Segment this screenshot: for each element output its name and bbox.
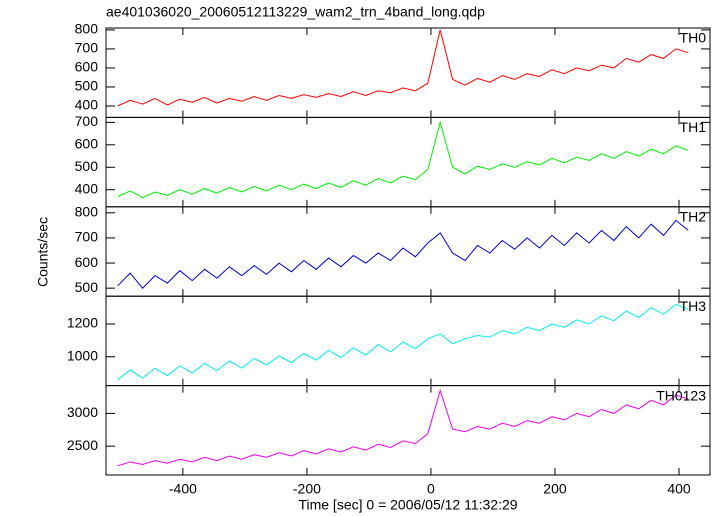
y-tick-label: 400 <box>75 180 99 196</box>
data-line <box>117 29 689 107</box>
y-tick-label: 500 <box>75 279 99 295</box>
data-line <box>117 120 689 199</box>
panel-frame <box>105 385 711 476</box>
x-tick-label: 400 <box>667 481 691 497</box>
y-tick-label: 600 <box>75 136 99 152</box>
y-tick-label: 3000 <box>67 404 98 420</box>
y-tick-label: 500 <box>75 158 99 174</box>
y-tick-label: 600 <box>75 59 99 75</box>
series-label: TH0 <box>680 30 707 46</box>
x-axis-label: Time [sec] 0 = 2006/05/12 11:32:29 <box>298 497 517 513</box>
y-tick-label: 2500 <box>67 437 98 453</box>
y-tick-label: 800 <box>75 21 99 37</box>
y-tick-label: 400 <box>75 97 99 113</box>
x-tick-label: -200 <box>293 481 321 497</box>
y-tick-label: 700 <box>75 229 99 245</box>
y-tick-label: 1000 <box>67 347 98 363</box>
panel-frame <box>105 27 711 118</box>
y-tick-label: 1200 <box>67 315 98 331</box>
x-tick-label: 0 <box>427 481 435 497</box>
x-tick-label: 200 <box>543 481 567 497</box>
series-label: TH0123 <box>656 387 706 403</box>
series-label: TH2 <box>680 209 707 225</box>
y-tick-label: 700 <box>75 113 99 129</box>
y-tick-label: 800 <box>75 204 99 220</box>
panel-frame <box>105 295 711 387</box>
data-line <box>117 303 689 381</box>
y-tick-label: 600 <box>75 254 99 270</box>
series-label: TH3 <box>680 298 707 314</box>
data-line <box>117 388 689 467</box>
x-tick-label: -400 <box>169 481 197 497</box>
y-tick-label: 500 <box>75 78 99 94</box>
y-axis-label: Counts/sec <box>35 217 51 287</box>
y-tick-label: 700 <box>75 40 99 56</box>
data-line <box>117 219 689 289</box>
panel-frame <box>105 116 711 208</box>
chart-title: ae401036020_20060512113229_wam2_trn_4ban… <box>106 4 485 20</box>
series-label: TH1 <box>680 119 707 135</box>
